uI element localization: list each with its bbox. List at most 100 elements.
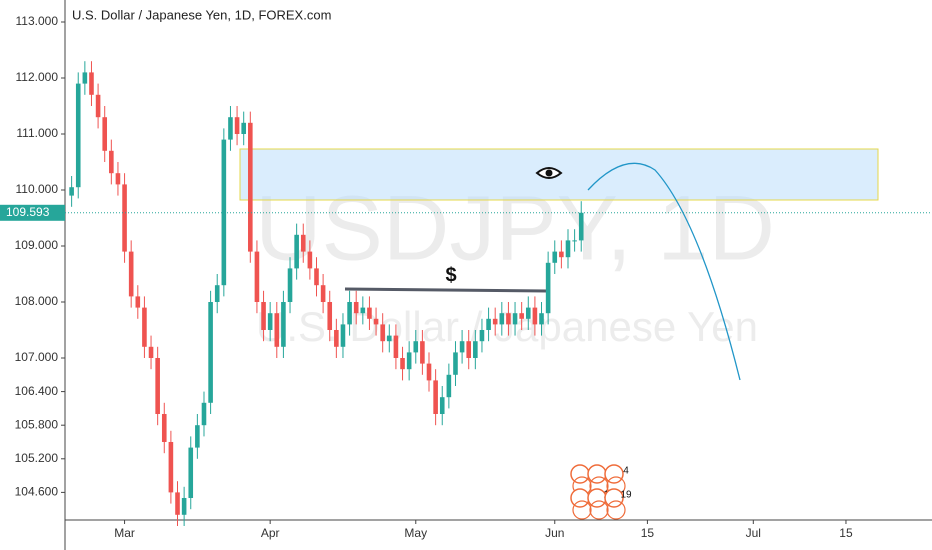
candle-body bbox=[188, 447, 194, 498]
candle-body bbox=[267, 313, 273, 330]
candle-body bbox=[307, 251, 313, 269]
candle-body bbox=[115, 173, 121, 185]
candle-body bbox=[380, 324, 385, 342]
candle-body bbox=[327, 301, 333, 330]
candle-body bbox=[406, 352, 412, 370]
candle-body bbox=[314, 268, 319, 286]
event-icon bbox=[604, 464, 624, 484]
candle-body bbox=[248, 122, 253, 252]
y-tick-label: 104.600 bbox=[15, 485, 59, 499]
candle-body bbox=[386, 335, 392, 342]
candle-body bbox=[228, 117, 233, 140]
candle-body bbox=[420, 341, 425, 364]
candle-body bbox=[353, 301, 359, 314]
event-icon bbox=[570, 464, 590, 484]
candle-body bbox=[400, 357, 405, 370]
candle-body bbox=[161, 413, 167, 442]
candle-body bbox=[559, 251, 564, 258]
candle-body bbox=[102, 117, 108, 151]
dollar-label: $ bbox=[445, 264, 456, 286]
candle-body bbox=[181, 497, 187, 515]
candle-body bbox=[340, 324, 346, 347]
x-tick-label: 15 bbox=[839, 526, 853, 540]
candle-body bbox=[360, 307, 366, 314]
watermark-subtitle: U.S. Dollar / Japanese Yen bbox=[256, 303, 758, 350]
candle-body bbox=[486, 318, 491, 330]
event-icon bbox=[589, 500, 609, 520]
projection-curve bbox=[587, 162, 741, 381]
candles bbox=[69, 61, 584, 526]
resistance-zone bbox=[239, 148, 879, 201]
candle-body bbox=[287, 268, 293, 302]
candle-body bbox=[492, 318, 498, 325]
y-tick-label: 108.000 bbox=[15, 294, 59, 308]
candle-body bbox=[532, 307, 538, 325]
event-icon bbox=[572, 500, 592, 520]
y-tick-label: 105.200 bbox=[15, 451, 59, 465]
y-tick-label: 105.800 bbox=[15, 417, 59, 431]
y-tick-label: 112.000 bbox=[16, 70, 59, 84]
candle-body bbox=[552, 251, 558, 263]
candle-body bbox=[539, 313, 544, 325]
candle-body bbox=[466, 341, 472, 358]
y-tick-label: 106.400 bbox=[15, 384, 59, 398]
eye-icon bbox=[535, 167, 563, 179]
candle-body bbox=[545, 262, 551, 314]
x-tick-label: Jun bbox=[545, 526, 564, 540]
candle-body bbox=[75, 83, 81, 188]
event-label: 4 bbox=[623, 466, 629, 477]
event-icons: 23461019 bbox=[570, 464, 632, 520]
candle-body bbox=[320, 285, 326, 302]
candle-body bbox=[82, 72, 88, 84]
y-tick-label: 107.000 bbox=[15, 350, 59, 364]
y-tick-label: 109.000 bbox=[15, 238, 59, 252]
candle-body bbox=[519, 313, 524, 319]
candle-body bbox=[300, 234, 306, 252]
candle-body bbox=[512, 313, 518, 325]
candle-body bbox=[201, 402, 207, 426]
candle-body bbox=[393, 335, 399, 358]
last-price-label: 109.593 bbox=[6, 205, 50, 219]
candle-body bbox=[175, 492, 180, 515]
candle-body bbox=[148, 346, 154, 358]
candle-body bbox=[506, 313, 511, 325]
candle-body bbox=[109, 150, 114, 174]
candle-body bbox=[261, 301, 266, 330]
candle-body bbox=[89, 72, 94, 95]
x-tick-label: Mar bbox=[114, 526, 135, 540]
candle-body bbox=[69, 187, 74, 196]
event-icon bbox=[606, 500, 626, 520]
candle-body bbox=[274, 313, 280, 347]
candle-body bbox=[128, 251, 134, 297]
candle-body bbox=[135, 296, 141, 308]
candle-body bbox=[367, 307, 372, 319]
candle-body bbox=[473, 341, 478, 358]
last-price-box bbox=[0, 204, 65, 221]
candle-body bbox=[439, 397, 445, 414]
candle-body bbox=[413, 341, 419, 353]
candle-body bbox=[459, 341, 465, 353]
candle-body bbox=[578, 212, 584, 241]
x-tick-label: May bbox=[404, 526, 427, 540]
y-tick-label: 111.000 bbox=[16, 126, 58, 140]
candle-body bbox=[294, 234, 299, 269]
event-icon bbox=[587, 464, 607, 484]
candle-body bbox=[433, 380, 438, 414]
candle-body bbox=[373, 318, 379, 325]
candle-body bbox=[565, 240, 571, 258]
support-line bbox=[344, 287, 549, 293]
candle-body bbox=[221, 139, 227, 286]
candle-body bbox=[241, 122, 246, 135]
candle-body bbox=[254, 251, 260, 302]
y-tick-label: 113.000 bbox=[16, 14, 59, 28]
event-icon bbox=[570, 488, 590, 508]
candle-body bbox=[453, 352, 458, 375]
candle-body bbox=[281, 301, 286, 347]
chart-title: U.S. Dollar / Japanese Yen, 1D, FOREX.co… bbox=[72, 7, 331, 22]
x-tick-label: 15 bbox=[641, 526, 655, 540]
event-label: 19 bbox=[620, 490, 632, 501]
candle-body bbox=[155, 357, 160, 414]
x-tick-label: Apr bbox=[261, 526, 280, 540]
candle-body bbox=[334, 329, 339, 347]
